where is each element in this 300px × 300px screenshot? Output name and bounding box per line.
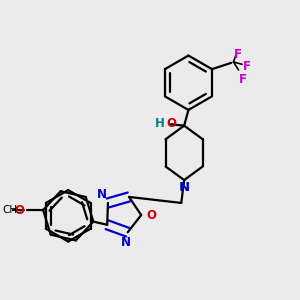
Text: N: N xyxy=(97,188,107,201)
Text: F: F xyxy=(233,48,242,61)
Text: O: O xyxy=(14,203,25,217)
Text: CH₃: CH₃ xyxy=(2,205,22,215)
Text: H: H xyxy=(155,118,165,130)
Text: O: O xyxy=(167,118,176,130)
Text: O: O xyxy=(146,208,156,221)
Text: N: N xyxy=(179,182,190,194)
Text: F: F xyxy=(243,60,250,73)
Text: N: N xyxy=(120,236,130,249)
Text: F: F xyxy=(238,73,247,86)
